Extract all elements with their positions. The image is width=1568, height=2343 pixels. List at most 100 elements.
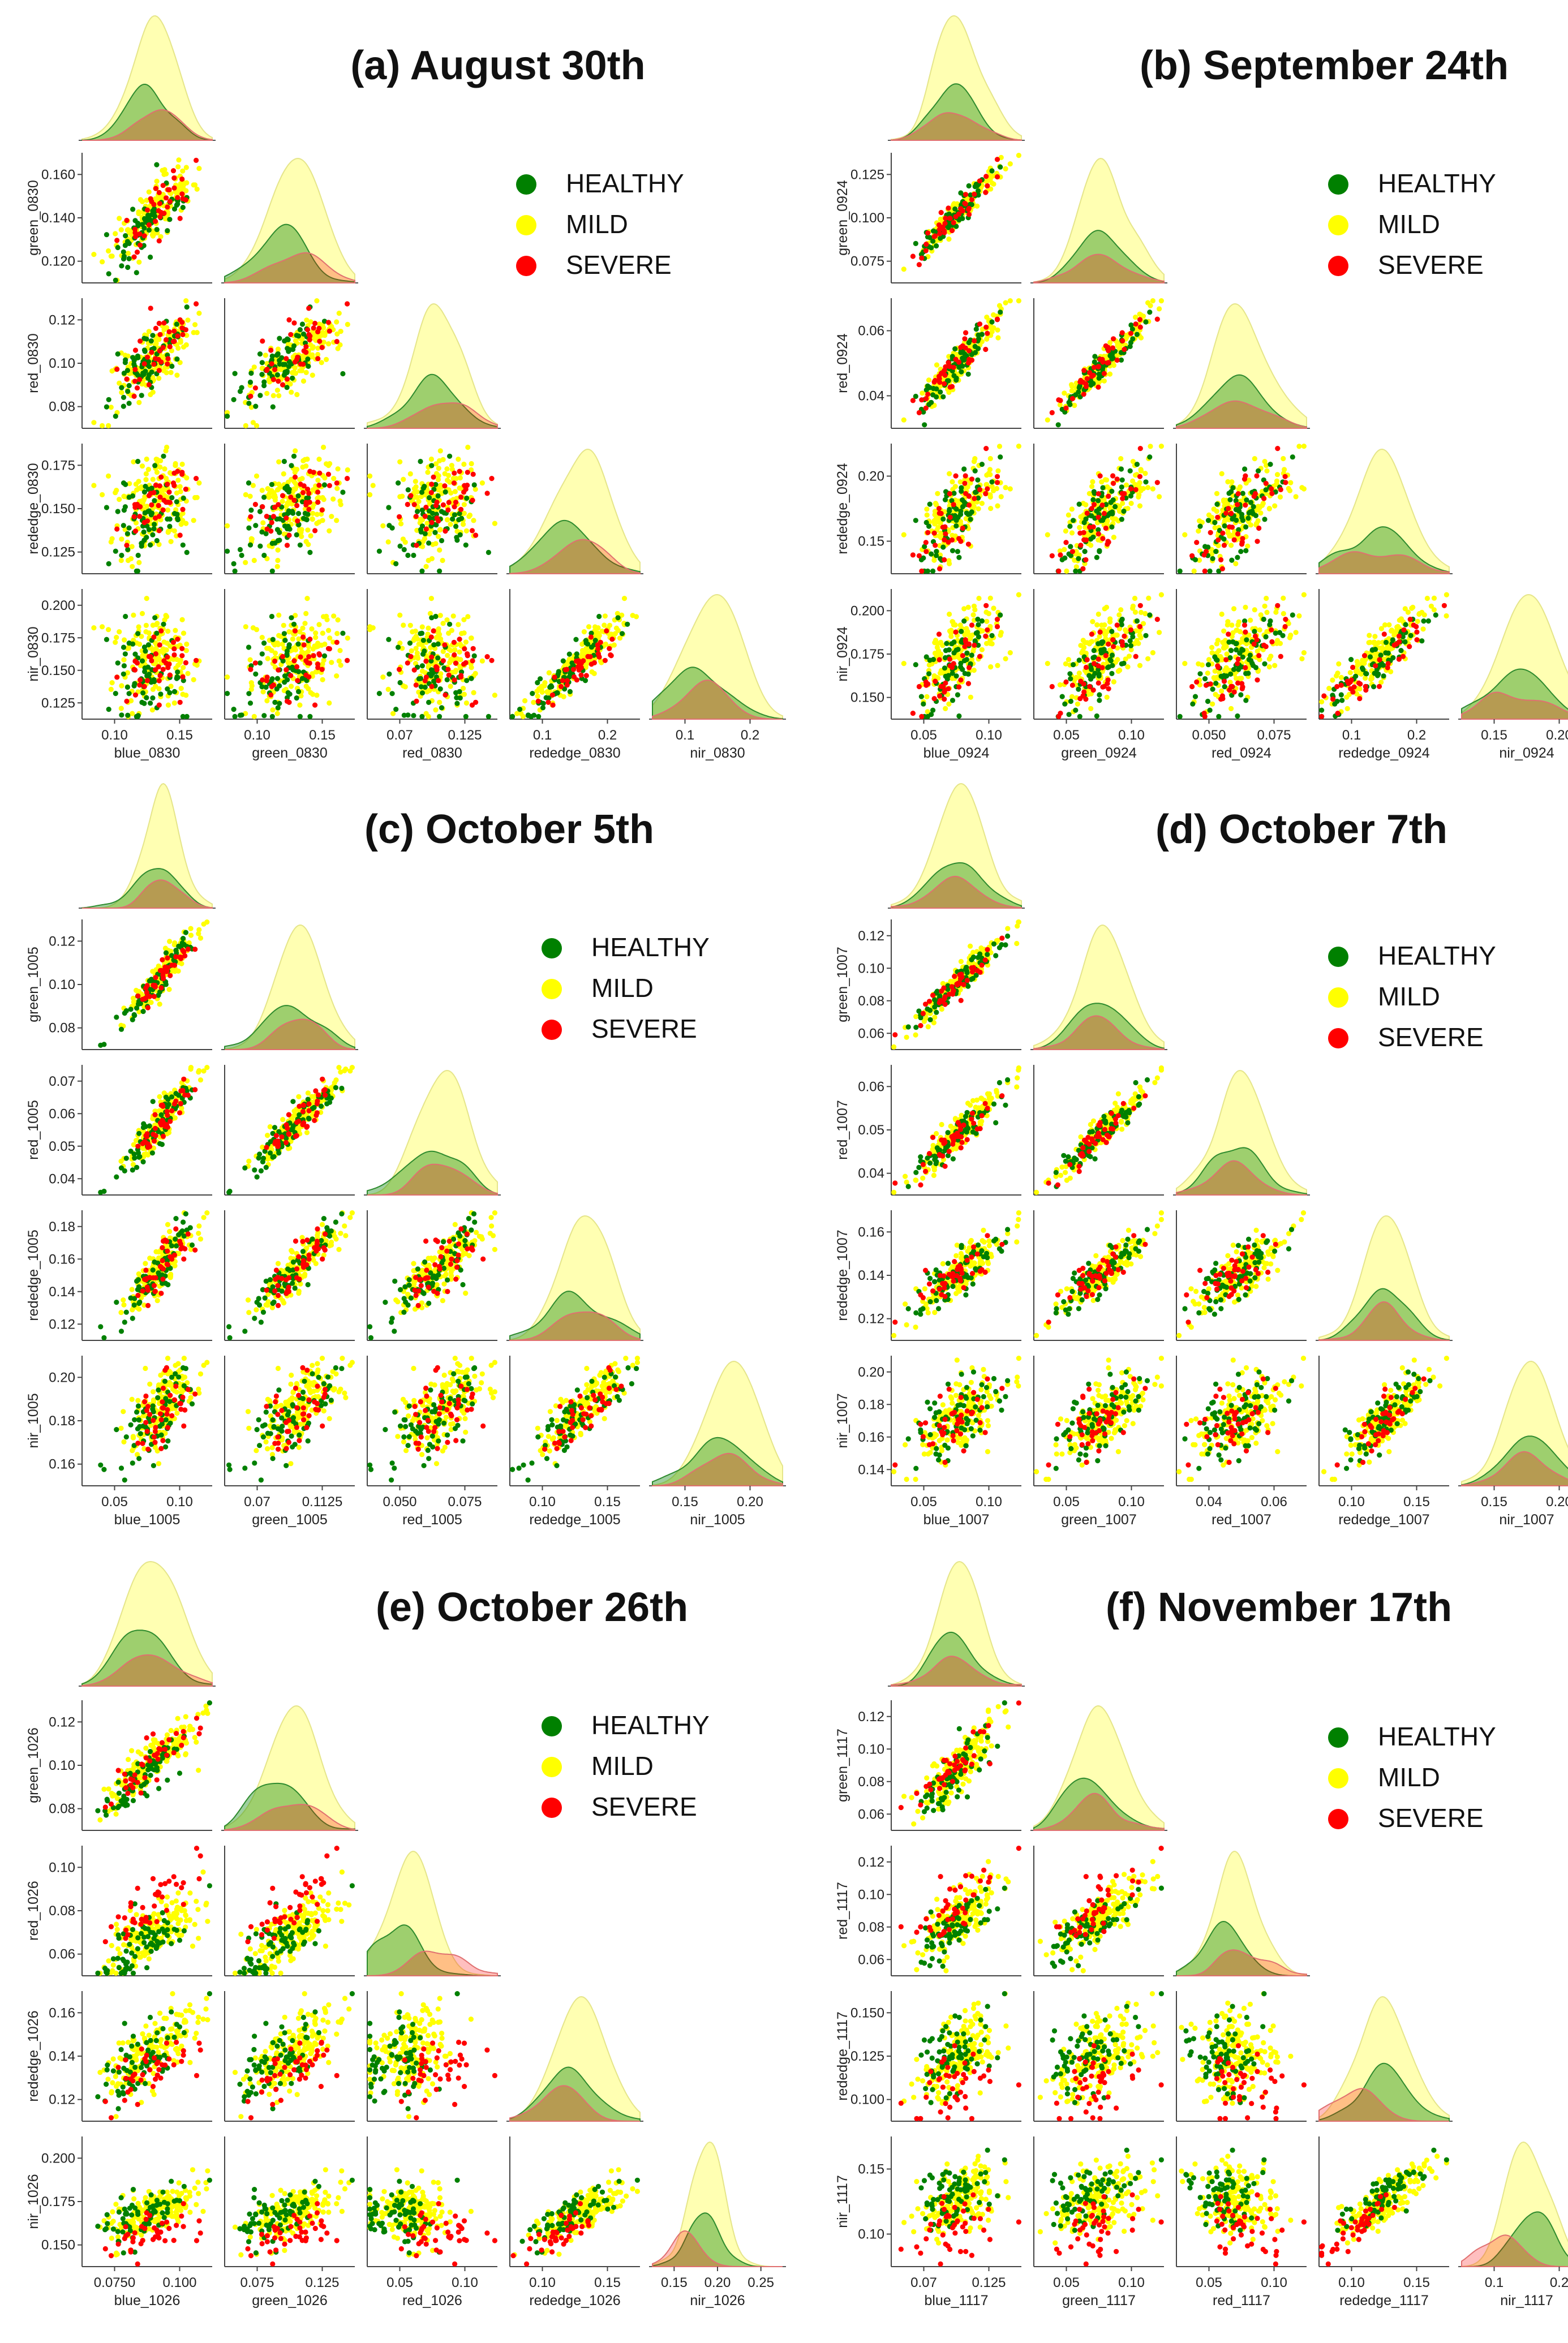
point-healthy — [1242, 466, 1248, 472]
point-severe — [272, 658, 278, 664]
point-severe — [132, 658, 138, 664]
point-severe — [134, 385, 140, 391]
point-mild — [307, 342, 313, 347]
point-mild — [181, 665, 186, 670]
point-mild — [274, 564, 280, 569]
point-severe — [1122, 491, 1127, 497]
point-mild — [1191, 568, 1197, 574]
point-mild — [987, 595, 993, 601]
point-healthy — [146, 527, 152, 532]
point-severe — [1254, 473, 1260, 479]
point-severe — [942, 557, 947, 563]
cell-blue_0830-vs-blue_0830 — [79, 15, 216, 141]
point-healthy — [454, 700, 460, 706]
point-severe — [1078, 543, 1084, 548]
point-severe — [1269, 486, 1274, 492]
point-mild — [413, 646, 419, 651]
point-mild — [1062, 390, 1067, 396]
point-healthy — [119, 712, 124, 718]
point-severe — [947, 216, 953, 221]
point-healthy — [407, 640, 413, 646]
point-healthy — [282, 638, 288, 643]
point-healthy — [294, 532, 299, 538]
point-mild — [901, 266, 907, 272]
point-mild — [194, 330, 200, 336]
point-healthy — [184, 549, 190, 556]
point-severe — [294, 502, 300, 509]
point-healthy — [257, 543, 263, 549]
point-mild — [1296, 444, 1302, 449]
point-severe — [167, 500, 173, 505]
point-severe — [272, 505, 278, 510]
point-mild — [297, 702, 303, 708]
point-mild — [133, 520, 139, 526]
point-severe — [157, 642, 162, 648]
point-mild — [996, 303, 1003, 308]
y-axis-label: nir_0830 — [25, 626, 41, 681]
point-severe — [315, 489, 321, 495]
point-mild — [275, 547, 281, 553]
point-mild — [964, 626, 969, 631]
point-mild — [143, 622, 149, 628]
point-severe — [925, 230, 931, 236]
point-healthy — [989, 168, 995, 174]
point-severe — [295, 518, 300, 524]
point-severe — [965, 360, 972, 366]
point-healthy — [953, 673, 959, 679]
point-severe — [311, 653, 316, 659]
point-healthy — [247, 542, 254, 548]
point-severe — [194, 657, 199, 663]
point-mild — [310, 691, 316, 697]
point-healthy — [126, 640, 132, 646]
point-healthy — [530, 691, 535, 697]
y-tick-label: 0.08 — [49, 399, 75, 415]
point-mild — [305, 527, 311, 533]
point-severe — [283, 515, 289, 521]
point-mild — [225, 674, 230, 680]
point-healthy — [180, 542, 186, 548]
point-healthy — [934, 549, 939, 554]
point-severe — [166, 661, 172, 667]
point-healthy — [998, 309, 1003, 315]
point-severe — [183, 487, 188, 492]
point-mild — [309, 626, 315, 632]
point-severe — [138, 338, 143, 344]
point-severe — [114, 526, 120, 532]
point-mild — [1264, 468, 1270, 474]
point-mild — [457, 649, 462, 655]
point-mild — [1063, 528, 1068, 534]
point-mild — [113, 490, 118, 496]
point-severe — [545, 699, 551, 705]
point-healthy — [154, 538, 160, 544]
point-mild — [1126, 654, 1132, 659]
point-mild — [178, 522, 184, 527]
point-mild — [924, 506, 930, 512]
legend-marker-healthy — [516, 174, 536, 195]
point-mild — [461, 502, 467, 508]
point-healthy — [432, 530, 438, 535]
point-severe — [947, 491, 952, 497]
point-healthy — [321, 653, 328, 659]
point-mild — [160, 167, 165, 173]
point-severe — [307, 637, 313, 642]
point-healthy — [300, 515, 307, 521]
point-healthy — [104, 404, 109, 410]
point-healthy — [148, 512, 154, 518]
point-healthy — [181, 495, 186, 501]
point-healthy — [225, 691, 230, 697]
point-healthy — [253, 523, 259, 528]
point-severe — [423, 505, 429, 510]
point-severe — [951, 364, 956, 370]
point-healthy — [270, 637, 276, 642]
point-healthy — [140, 370, 146, 376]
point-healthy — [469, 676, 474, 681]
cell-nir_0924-vs-blue_0924 — [891, 589, 1021, 720]
point-severe — [137, 377, 143, 382]
point-mild — [314, 521, 320, 526]
point-healthy — [1062, 555, 1068, 561]
point-severe — [141, 233, 147, 239]
point-healthy — [1230, 485, 1236, 491]
point-mild — [322, 333, 328, 338]
point-healthy — [119, 385, 124, 390]
point-healthy — [135, 568, 140, 574]
